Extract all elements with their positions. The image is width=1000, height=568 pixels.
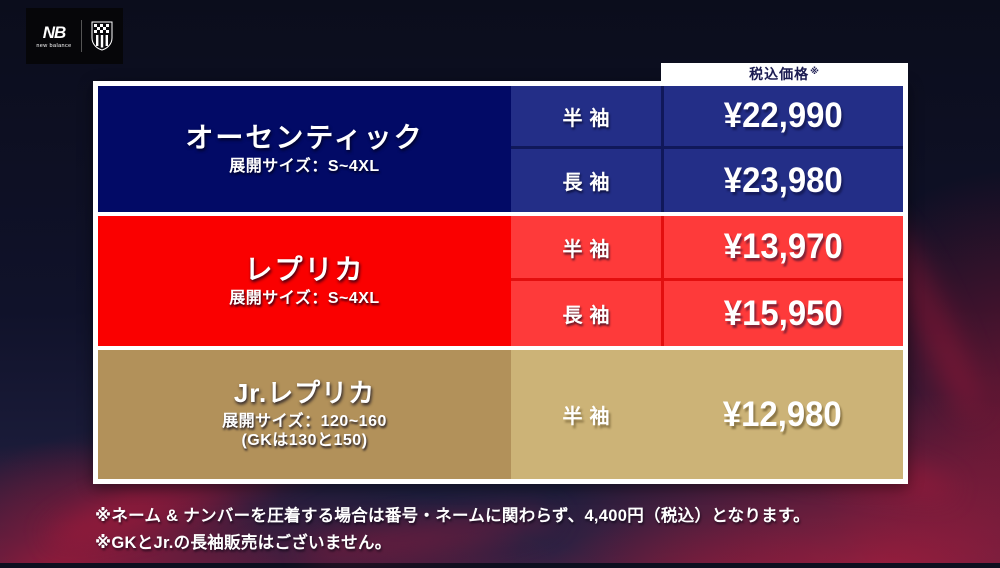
product-size: 展開サイズ：S~4XL: [229, 290, 380, 307]
replica-short-price-cell: ¥13,970: [661, 216, 903, 281]
row-authentic: オーセンティック 展開サイズ：S~4XL 半袖 ¥22,990 長袖 ¥23,9…: [98, 86, 903, 212]
product-title: Jr.レプリカ: [233, 377, 376, 408]
jr-replica-title-cell: Jr.レプリカ 展開サイズ：120~160 (GKは130と150): [98, 350, 511, 479]
price-value: ¥22,990: [724, 96, 843, 135]
row-replica: レプリカ 展開サイズ：S~4XL 半袖 ¥13,970 長袖 ¥15,950: [98, 216, 903, 346]
new-balance-logo: NB new balance: [36, 24, 71, 49]
product-size: 展開サイズ：S~4XL: [229, 158, 380, 175]
authentic-short-sleeve-cell: 半袖: [511, 86, 661, 149]
authentic-short-price-cell: ¥22,990: [661, 86, 903, 149]
tax-price-header: 税込価格 ※: [661, 63, 908, 85]
note-gk-jr: ※GKとJr.の長袖販売はございません。: [95, 534, 392, 553]
price-value: ¥12,980: [722, 394, 842, 434]
row-jr-replica: Jr.レプリカ 展開サイズ：120~160 (GKは130と150) 半袖 ¥1…: [98, 350, 903, 479]
new-balance-wordmark: new balance: [36, 42, 72, 49]
nb-mark: NB: [42, 22, 67, 42]
sleeve-label: 半袖: [562, 406, 617, 428]
sleeve-label: 長袖: [562, 305, 617, 327]
price-value: ¥15,950: [724, 293, 843, 333]
tax-price-label: 税込価格: [749, 66, 810, 82]
jr-short-price-cell: ¥12,980: [661, 350, 903, 479]
replica-long-sleeve-cell: 長袖: [511, 281, 661, 346]
product-title: オーセンティック: [185, 121, 424, 153]
price-value: ¥23,980: [724, 160, 843, 200]
sleeve-label: 長袖: [562, 172, 617, 194]
product-title: レプリカ: [244, 253, 365, 285]
authentic-long-price-cell: ¥23,980: [661, 149, 903, 212]
footnotes: ※ネーム & ナンバーを圧着する場合は番号・ネームに関わらず、4,400円（税込…: [95, 503, 810, 557]
authentic-long-sleeve-cell: 長袖: [511, 149, 661, 212]
sleeve-label: 半袖: [562, 107, 617, 130]
product-size-gk: (GKは130と150): [241, 431, 368, 449]
note-name-number: ※ネーム & ナンバーを圧着する場合は番号・ネームに関わらず、4,400円（税込…: [95, 507, 810, 525]
authentic-title-cell: オーセンティック 展開サイズ：S~4XL: [98, 86, 511, 212]
price-table: オーセンティック 展開サイズ：S~4XL 半袖 ¥22,990 長袖 ¥23,9…: [93, 81, 908, 484]
product-size: 展開サイズ：120~160: [222, 412, 387, 430]
club-crest-icon: [91, 21, 113, 51]
brand-divider: [80, 20, 82, 52]
jr-short-sleeve-cell: 半袖: [511, 350, 661, 479]
sleeve-label: 半袖: [562, 238, 617, 261]
replica-short-sleeve-cell: 半袖: [511, 216, 661, 281]
tax-price-note-mark: ※: [810, 65, 820, 76]
replica-long-price-cell: ¥15,950: [661, 281, 903, 346]
replica-title-cell: レプリカ 展開サイズ：S~4XL: [98, 216, 511, 346]
price-value: ¥13,970: [724, 227, 843, 266]
brand-bar: NB new balance: [26, 8, 123, 64]
